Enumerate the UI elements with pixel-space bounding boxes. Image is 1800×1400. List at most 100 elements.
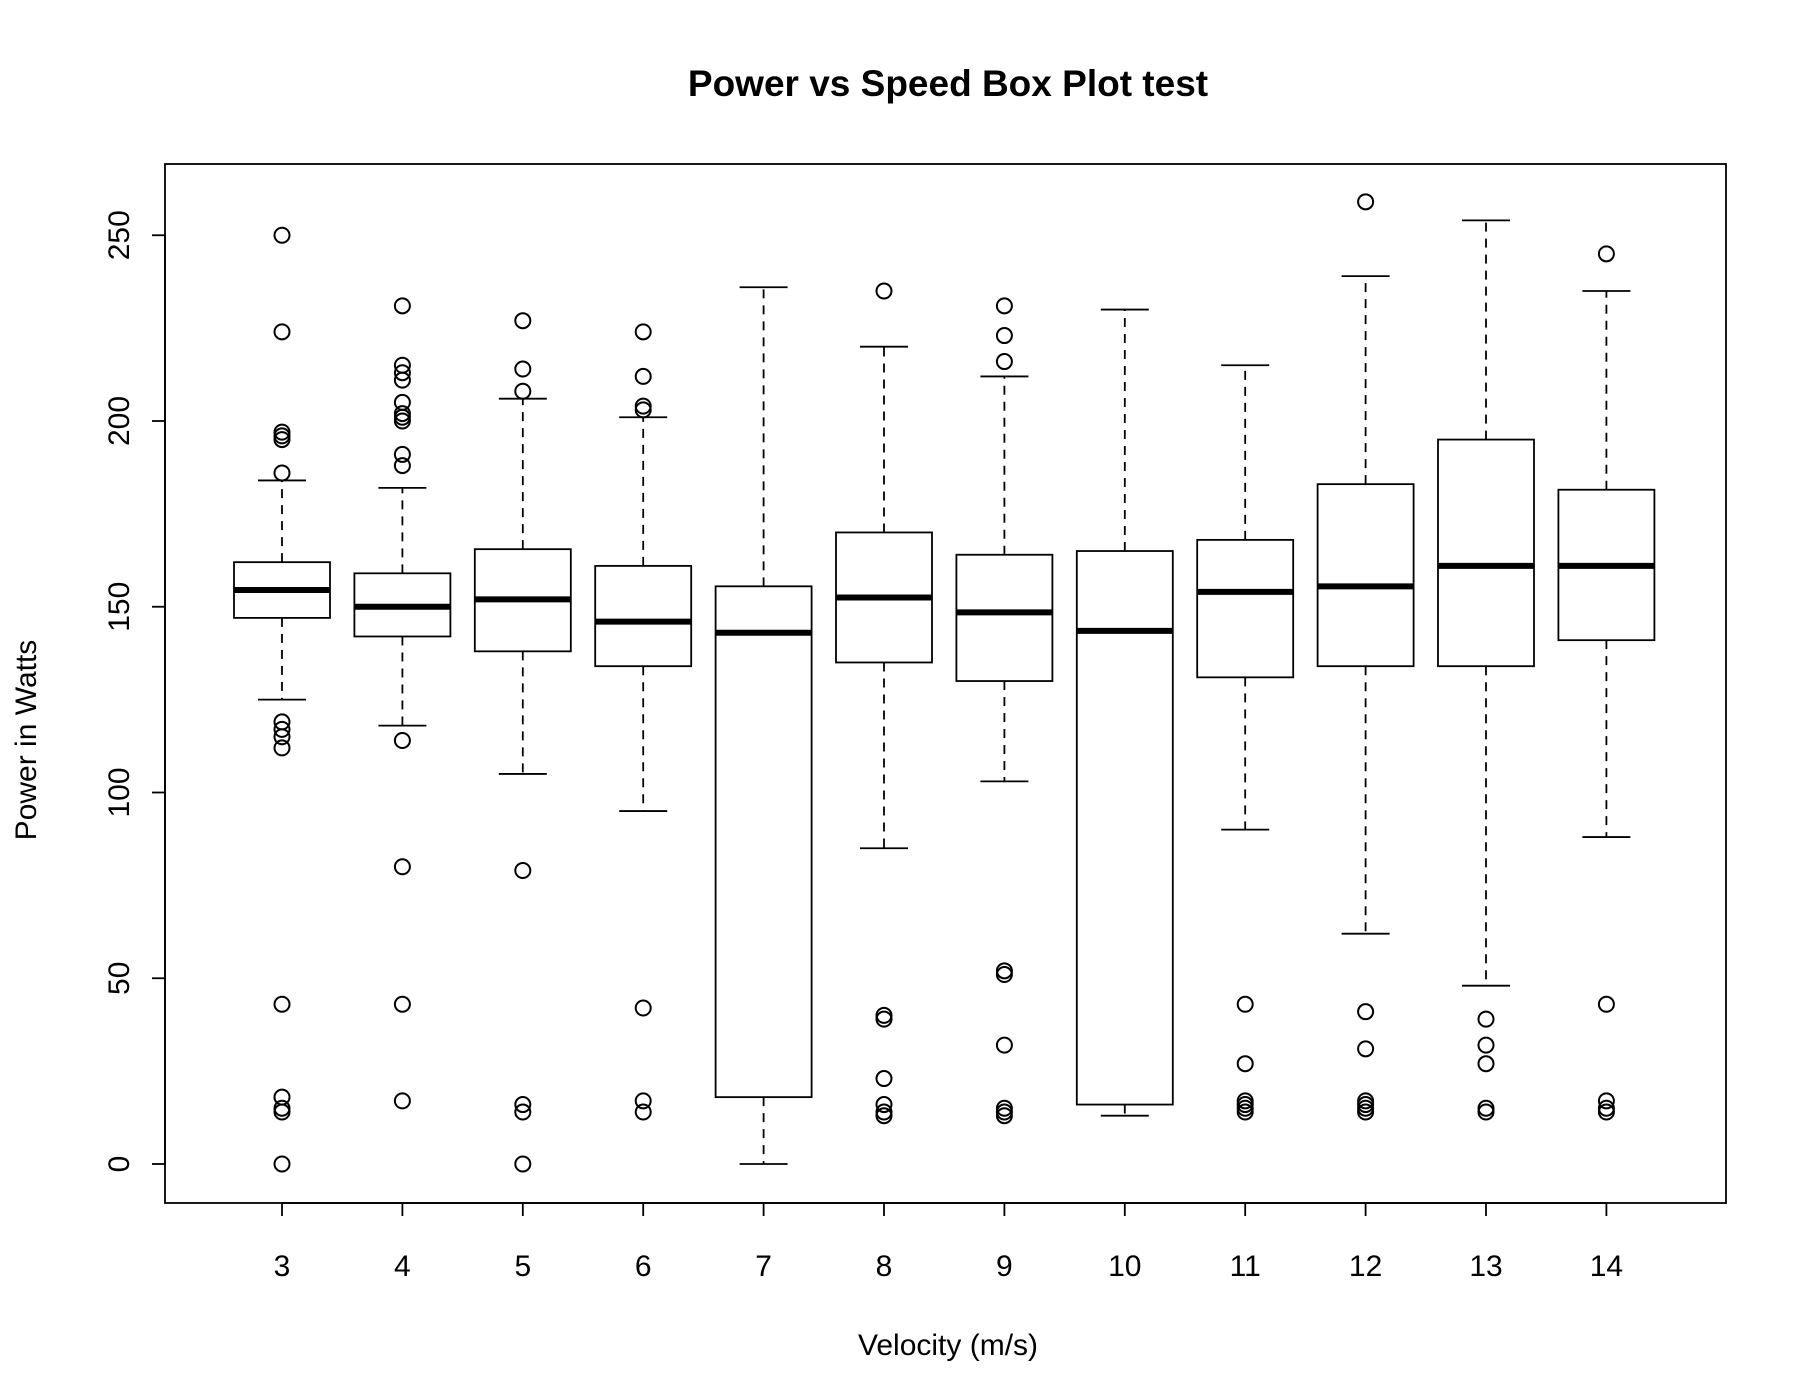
outlier-point [634,401,652,419]
outlier-point [1357,1003,1375,1021]
outlier-point [995,353,1013,371]
outlier-point [1357,193,1375,211]
outlier-point [1597,245,1615,263]
outlier-point [393,364,411,382]
box-13 [1437,219,1535,1121]
box-12 [1316,193,1415,1121]
outlier-point [1357,1040,1375,1058]
x-tick-label: 14 [1590,1250,1623,1283]
outlier-point [634,323,652,341]
x-axis-label: Velocity (m/s) [858,1329,1038,1362]
outlier-point [1477,1010,1495,1028]
outlier-point [393,995,411,1013]
box-11 [1196,364,1295,1121]
box-7 [714,286,813,1165]
outlier-point [273,323,291,341]
outlier-point [995,966,1013,984]
outlier-point [1597,1092,1615,1110]
outlier-point [1236,1103,1254,1121]
outlier-point [875,1107,893,1125]
outlier-point [393,858,411,876]
outlier-point [995,1107,1013,1125]
box-iqr [1196,538,1295,679]
outlier-point [393,457,411,475]
boxes [233,193,1656,1173]
outlier-point [1597,1103,1615,1121]
box-iqr [1316,483,1415,668]
outlier-point [273,464,291,482]
outlier-point [514,360,532,378]
x-tick-label: 6 [635,1250,652,1283]
outlier-point [273,739,291,757]
x-axis: 3 4 5 6 7 8 9 10 11 12 13 14 [274,1202,1623,1283]
outlier-point [1477,1036,1495,1054]
outlier-point [393,371,411,389]
outlier-point [875,282,893,300]
outlier-point [1477,1103,1495,1121]
outlier-point [995,327,1013,345]
x-tick-label: 10 [1108,1250,1141,1283]
x-tick-label: 4 [394,1250,411,1283]
x-tick-label: 3 [274,1250,291,1283]
outlier-point [634,1103,652,1121]
x-tick-label: 13 [1469,1250,1502,1283]
y-axis-label: Power in Watts [10,640,43,841]
y-tick-label: 250 [103,210,136,260]
box-9 [955,297,1054,1125]
y-tick-label: 50 [103,962,136,995]
outlier-point [393,297,411,315]
outlier-point [875,1070,893,1088]
box-14 [1557,245,1656,1121]
outlier-point [273,728,291,746]
box-iqr [955,553,1054,682]
box-5 [473,312,572,1173]
outlier-point [1236,1055,1254,1073]
outlier-point [634,1092,652,1110]
box-10 [1075,308,1174,1117]
y-tick-label: 0 [103,1156,136,1173]
outlier-point [273,995,291,1013]
outlier-point [1357,1103,1375,1121]
outlier-point [995,297,1013,315]
x-tick-label: 8 [876,1250,893,1283]
outlier-point [393,445,411,463]
x-tick-label: 12 [1349,1250,1382,1283]
box-6 [594,323,693,1121]
outlier-point [273,431,291,449]
outlier-point [514,382,532,400]
box-8 [835,282,933,1125]
outlier-point [875,1010,893,1028]
chart-title: Power vs Speed Box Plot test [688,63,1208,104]
outlier-point [514,1155,532,1173]
outlier-point [1597,995,1615,1013]
outlier-point [1477,1055,1495,1073]
outlier-point [514,1096,532,1114]
x-tick-label: 11 [1230,1250,1261,1283]
x-tick-label: 9 [996,1250,1013,1283]
x-tick-label: 7 [755,1250,772,1283]
outlier-point [393,731,411,749]
outlier-point [634,367,652,385]
outlier-point [393,412,411,430]
outlier-point [273,226,291,244]
outlier-point [273,1103,291,1121]
outlier-point [634,999,652,1017]
outlier-point [514,862,532,880]
outlier-point [273,1155,291,1173]
y-axis: 0 50 100 150 200 250 [103,210,166,1173]
outlier-point [995,1036,1013,1054]
box-iqr [1075,550,1174,1106]
outlier-point [514,312,532,330]
box-3 [233,226,331,1173]
y-tick-label: 150 [103,582,136,632]
outlier-point [393,1092,411,1110]
box-4 [353,297,452,1110]
outlier-point [273,720,291,738]
outlier-point [514,1103,532,1121]
x-tick-label: 5 [514,1250,531,1283]
y-tick-label: 100 [103,767,136,817]
box-iqr [1437,438,1535,668]
box-iqr [714,585,813,1099]
